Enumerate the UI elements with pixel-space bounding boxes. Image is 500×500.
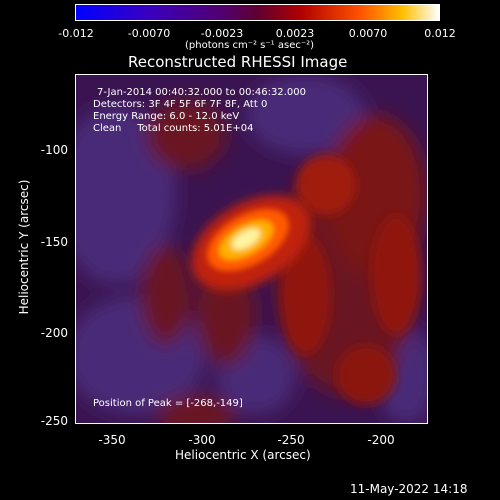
x-axis-label: Heliocentric X (arcsec) (175, 448, 311, 462)
y-axis-label: Heliocentric Y (arcsec) (17, 179, 31, 315)
plot-title: Reconstructed RHESSI Image (128, 53, 348, 71)
colorbar-tick: 0.0023 (275, 27, 315, 40)
colorbar-tick: 0.012 (424, 27, 456, 40)
annotation-clean: Clean Total counts: 5.01E+04 (93, 123, 254, 134)
y-tick-label: -250 (40, 414, 68, 428)
x-tick-label: -300 (188, 433, 216, 447)
annotation-detectors: Detectors: 3F 4F 5F 6F 7F 8F, Att 0 (93, 99, 268, 110)
colorbar (75, 4, 440, 21)
annotation-time-range: 7-Jan-2014 00:40:32.000 to 00:46:32.000 (97, 87, 306, 98)
x-tick-label: -350 (98, 433, 126, 447)
plot-frame (75, 74, 428, 424)
colorbar-tick: -0.0023 (200, 27, 244, 40)
y-tick-label: -150 (40, 235, 68, 249)
colorbar-unit-label: (photons cm⁻² s⁻¹ asec⁻²) (185, 40, 315, 51)
colorbar-tick: 0.0070 (348, 27, 388, 40)
annotation-energy: Energy Range: 6.0 - 12.0 keV (93, 111, 240, 122)
x-tick-label: -250 (277, 433, 305, 447)
colorbar-tick: -0.0070 (127, 27, 171, 40)
y-tick-label: -100 (40, 143, 68, 157)
y-tick-label: -200 (40, 326, 68, 340)
x-tick-label: -200 (367, 433, 395, 447)
rhessi-image (76, 75, 427, 423)
annotation-peak-position: Position of Peak = [-268,-149] (93, 398, 243, 409)
footer-date: 11-May-2022 14:18 (350, 482, 468, 496)
colorbar-tick: -0.012 (58, 27, 94, 40)
